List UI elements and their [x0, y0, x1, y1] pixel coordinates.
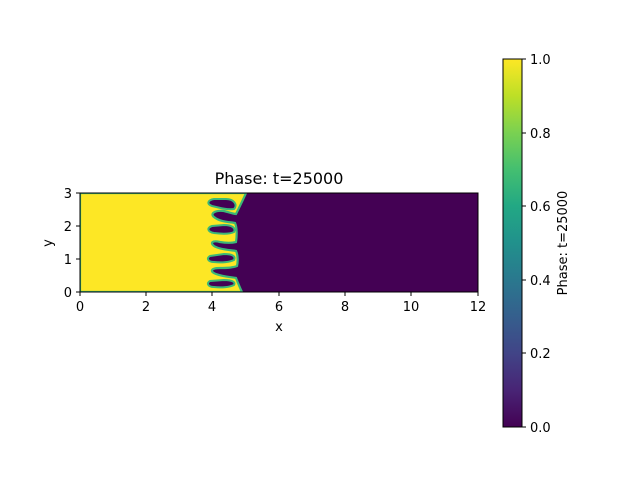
y-tick-label: 0	[64, 286, 72, 301]
interface-finger-1	[207, 198, 237, 211]
x-tick-label: 4	[208, 300, 216, 315]
colorbar-tick-label: 0.8	[530, 127, 551, 142]
x-tick-label: 12	[470, 300, 487, 315]
colorbar-gradient	[503, 59, 522, 427]
colorbar-tick-label: 0.4	[530, 274, 551, 289]
colorbar-tick-label: 1.0	[530, 53, 551, 68]
colorbar-frame	[502, 58, 523, 428]
colorbar-tick-label: 0.0	[530, 421, 551, 436]
y-axis-label: y	[41, 239, 56, 247]
y-axis: 0 1 2 3 y	[41, 187, 80, 301]
colorbar-label: Phase: t=25000	[556, 191, 571, 296]
colorbar: 0.0 0.2 0.4 0.6 0.8 1.0 Phase: t=25000	[502, 53, 571, 436]
interface-finger-4	[206, 278, 236, 289]
y-tick-label: 1	[64, 253, 72, 268]
chart-title: Phase: t=25000	[215, 169, 344, 188]
x-tick-label: 0	[76, 300, 84, 315]
x-tick-label: 2	[142, 300, 150, 315]
colorbar-tick-label: 0.6	[530, 200, 551, 215]
x-tick-label: 6	[275, 300, 283, 315]
heatmap-area	[80, 193, 478, 292]
y-tick-label: 3	[64, 187, 72, 202]
y-tick-label: 2	[64, 220, 72, 235]
x-tick-label: 8	[341, 300, 349, 315]
x-tick-label: 10	[403, 300, 420, 315]
interface-finger-2	[207, 223, 236, 235]
phase-high-region	[80, 193, 248, 292]
x-axis-label: x	[275, 320, 283, 335]
interface-finger-3	[206, 252, 236, 264]
x-axis: 0 2 4 6 8 10 12 x	[76, 292, 486, 335]
colorbar-tick-label: 0.2	[530, 347, 551, 362]
